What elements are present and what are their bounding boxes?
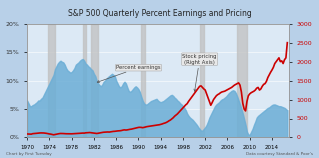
Bar — [200, 24, 204, 137]
Text: Stock pricing
(Right Axis): Stock pricing (Right Axis) — [182, 54, 217, 91]
Text: Data courtesy Standard & Poor's: Data courtesy Standard & Poor's — [246, 152, 313, 156]
Bar — [237, 24, 247, 137]
Bar — [83, 24, 85, 137]
Bar — [91, 24, 98, 137]
Text: Chart by First Tuesday: Chart by First Tuesday — [6, 152, 52, 156]
Bar — [141, 24, 145, 137]
Text: S&P 500 Quarterly Percent Earnings and Pricing: S&P 500 Quarterly Percent Earnings and P… — [68, 9, 251, 18]
Text: Percent earnings: Percent earnings — [97, 65, 161, 82]
Bar — [48, 24, 55, 137]
